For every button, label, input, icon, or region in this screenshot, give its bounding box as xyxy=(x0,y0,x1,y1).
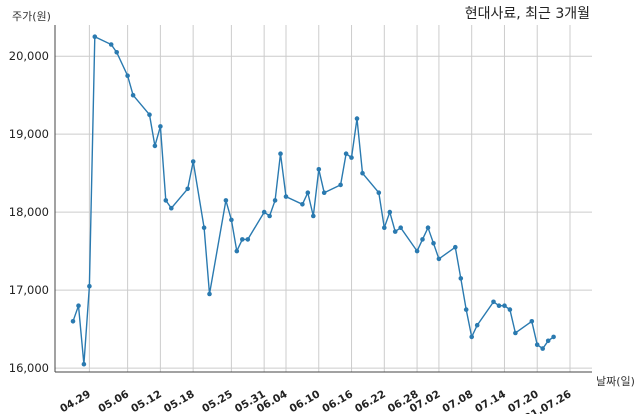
x-tick-label: 07.14 xyxy=(473,388,508,414)
price-point xyxy=(316,167,322,172)
x-tick-label: 05.18 xyxy=(162,388,197,414)
price-point xyxy=(311,213,316,219)
x-tick-label: 06.10 xyxy=(288,388,323,414)
price-series xyxy=(70,34,556,367)
price-point xyxy=(513,330,518,336)
price-point xyxy=(463,307,469,312)
price-point xyxy=(278,151,283,156)
price-point xyxy=(474,322,480,328)
price-point xyxy=(414,248,420,254)
y-tick-label: 19,000 xyxy=(9,127,49,141)
price-point xyxy=(152,143,158,149)
price-point xyxy=(321,190,327,195)
price-point xyxy=(240,237,245,242)
y-tick-labels: 16,000 17,000 18,000 19,000 20,000 xyxy=(9,49,49,375)
x-tick-label: 06.22 xyxy=(353,388,388,414)
price-point xyxy=(76,303,81,309)
price-point xyxy=(398,225,404,230)
price-point xyxy=(70,319,76,324)
price-point xyxy=(261,209,267,215)
x-tick-label: 05.25 xyxy=(200,388,235,414)
x-tick-label: 06.16 xyxy=(320,388,355,414)
price-point xyxy=(158,124,163,129)
price-point xyxy=(185,186,190,192)
chart-title: 현대사료, 최근 3개월 xyxy=(465,6,590,22)
x-axis-label: 날짜(일) xyxy=(596,374,635,388)
price-point xyxy=(392,229,398,234)
y-tick-label: 18,000 xyxy=(9,205,49,219)
price-point xyxy=(114,50,119,55)
price-point xyxy=(207,291,212,297)
price-point xyxy=(420,237,425,242)
price-point xyxy=(229,217,234,223)
price-point xyxy=(305,190,311,195)
price-point xyxy=(108,42,114,47)
price-point xyxy=(382,225,387,230)
price-point xyxy=(92,34,98,39)
price-line xyxy=(72,35,555,365)
x-tick-label: 05.06 xyxy=(96,388,131,414)
price-point xyxy=(130,92,136,98)
x-tick-label: 07.08 xyxy=(440,388,475,414)
price-point xyxy=(436,256,442,262)
price-point xyxy=(376,190,382,195)
price-point xyxy=(387,209,393,215)
price-point xyxy=(551,334,556,340)
price-point xyxy=(496,303,502,309)
price-point xyxy=(349,155,354,160)
price-point xyxy=(81,361,87,367)
price-point xyxy=(234,248,240,254)
grid-lines xyxy=(55,25,592,372)
price-point xyxy=(458,276,464,281)
x-tick-label: 05.12 xyxy=(129,388,164,414)
price-point xyxy=(283,194,289,199)
price-point xyxy=(163,198,169,203)
price-point xyxy=(125,73,130,78)
price-point xyxy=(343,151,349,156)
x-tick-label: 04.29 xyxy=(58,388,93,414)
price-point xyxy=(491,299,496,305)
price-point xyxy=(354,116,360,121)
price-point xyxy=(469,334,475,340)
price-point xyxy=(201,225,207,230)
price-point xyxy=(169,205,174,211)
price-point xyxy=(223,198,229,203)
price-point xyxy=(425,225,431,230)
price-point xyxy=(502,303,507,309)
price-point xyxy=(453,244,458,250)
price-point xyxy=(300,202,305,207)
price-point xyxy=(272,198,278,203)
axes xyxy=(54,25,592,373)
price-point xyxy=(190,159,196,164)
price-point xyxy=(360,170,365,176)
price-point xyxy=(507,307,513,312)
y-axis-label: 주가(원) xyxy=(12,10,51,23)
price-point xyxy=(267,213,272,219)
price-point xyxy=(540,346,545,351)
y-tick-label: 20,000 xyxy=(9,49,49,63)
y-tick-label: 16,000 xyxy=(9,361,49,375)
price-point xyxy=(87,283,92,289)
price-point xyxy=(534,342,540,348)
price-point xyxy=(431,241,436,246)
price-point xyxy=(545,338,551,344)
price-point xyxy=(529,319,535,324)
y-tick-label: 17,000 xyxy=(9,283,49,297)
price-point xyxy=(245,237,251,242)
price-point xyxy=(338,182,343,188)
price-point xyxy=(147,112,152,117)
